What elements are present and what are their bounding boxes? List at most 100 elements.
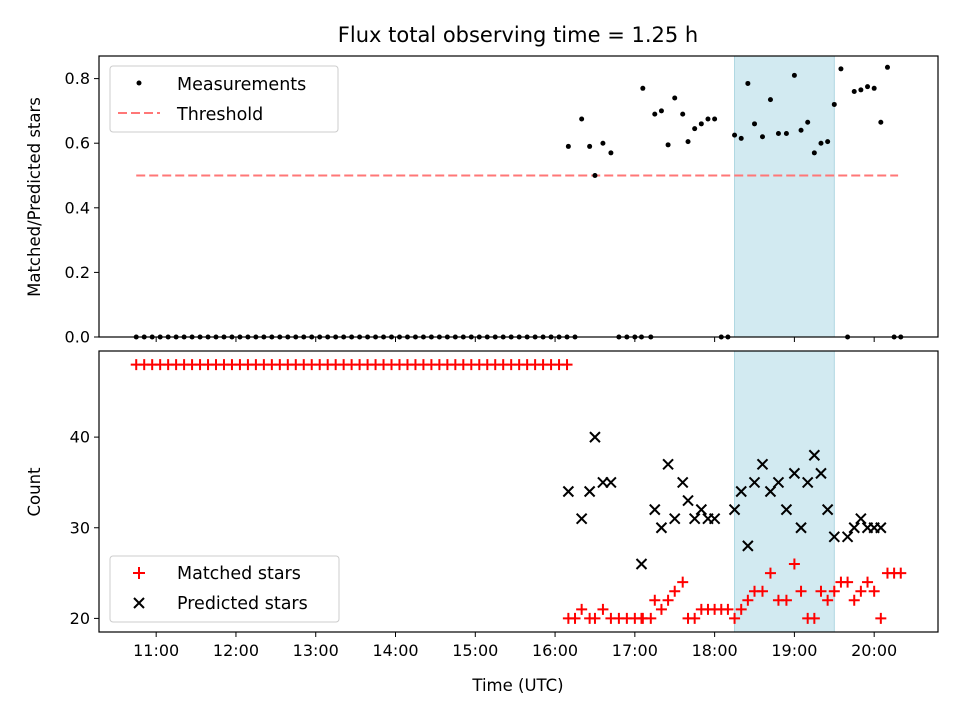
predicted-stars-point: [788, 467, 801, 480]
measurements-point: [775, 131, 781, 137]
measurements-point: [884, 64, 890, 70]
measurements-point: [811, 150, 817, 156]
predicted-stars-point: [688, 512, 701, 525]
predicted-stars-point: [635, 558, 648, 570]
matched-stars-point: [722, 603, 734, 615]
measurements-point: [692, 126, 698, 132]
predicted-stars-point: [605, 476, 617, 489]
bottom-legend-box: [109, 555, 340, 623]
x-tick-label: 12:00: [213, 641, 259, 660]
top-panel: 0.0 0.2 0.4 0.6 0.8: [65, 55, 939, 347]
predicted-stars-point: [756, 458, 769, 471]
matched-stars-point: [848, 594, 860, 606]
matched-stars-point: [855, 585, 867, 597]
predicted-stars-point: [828, 531, 840, 543]
predicted-stars-point: [808, 449, 821, 461]
matched-stars-point: [655, 603, 667, 615]
x-axis-label: Time (UTC): [471, 676, 563, 695]
measurements-point: [818, 140, 824, 146]
x-tick-label: 20:00: [851, 641, 897, 660]
legend-matched-stars-label: Matched stars: [177, 564, 301, 584]
bottom-y-tick-label: 20: [70, 609, 90, 628]
top-y-tick-label: 0.8: [65, 69, 90, 88]
matched-stars-point: [649, 594, 661, 606]
legend-predicted-stars-marker: [133, 597, 145, 609]
measurements-point: [698, 121, 704, 127]
measurements-point: [587, 143, 593, 149]
predicted-stars-point: [801, 476, 814, 489]
measurements-point: [783, 131, 789, 137]
matched-stars-point: [689, 612, 701, 624]
top-axes-frame: [98, 55, 939, 338]
measurements-point: [871, 85, 877, 91]
measurements-point: [658, 108, 664, 114]
top-y-axis-label: Matched/Predicted stars: [25, 97, 44, 297]
measurements-point: [680, 111, 686, 117]
legend-measurements-label: Measurements: [177, 75, 306, 95]
predicted-stars-point: [735, 485, 747, 498]
matched-stars-point: [576, 603, 588, 615]
measurements-point: [752, 121, 758, 127]
predicted-stars-point: [764, 485, 777, 498]
x-tick-label: 17:00: [612, 641, 658, 660]
predicted-stars-point: [780, 503, 793, 516]
x-tick-label: 14:00: [372, 641, 418, 660]
legend-measurements-marker: [136, 80, 142, 86]
measurements-point: [705, 116, 711, 122]
x-tick-label: 11:00: [133, 641, 179, 660]
matched-stars-point: [677, 576, 689, 588]
top-y-tick-label: 0.0: [65, 328, 90, 347]
x-tick-label: 15:00: [452, 641, 498, 660]
measurements-point: [738, 135, 744, 141]
matched-stars-point: [842, 576, 854, 588]
matched-stars-point: [645, 612, 657, 624]
matched-stars-point: [795, 585, 807, 597]
bottom-axes-frame: [98, 350, 939, 633]
measurements-point: [831, 101, 837, 107]
predicted-stars-point: [669, 512, 681, 525]
predicted-stars-point: [677, 476, 689, 489]
measurements-point: [600, 140, 606, 146]
top-y-tick-label: 0.2: [65, 263, 90, 282]
matched-stars-point: [788, 558, 800, 570]
predicted-stars-point: [655, 522, 668, 534]
measurements-point: [759, 134, 765, 140]
predicted-stars-point: [662, 458, 674, 471]
x-tick-label: 19:00: [771, 641, 817, 660]
measurements-point: [858, 87, 864, 93]
predicted-stars-point: [583, 485, 596, 498]
measurements-point: [712, 116, 718, 122]
measurements-point: [767, 97, 773, 103]
predicted-stars-point: [649, 503, 661, 516]
top-legend: Measurements Threshold: [109, 65, 339, 133]
predicted-stars-point: [795, 522, 807, 534]
matched-stars-point: [808, 612, 820, 624]
matched-stars-point: [669, 585, 681, 597]
top-chart-title: Flux total observing time = 1.25 h: [338, 23, 698, 47]
bottom-highlight-span: [734, 350, 835, 633]
measurements-point: [745, 80, 751, 86]
matched-stars-point: [828, 585, 840, 597]
measurements-point: [838, 66, 844, 72]
legend-matched-stars-marker: [133, 567, 145, 579]
matched-stars-point: [868, 585, 880, 597]
bottom-panel: 20 30 40 11:00 12:00 13:00 14:00 15:00 16:00 17:0…: [70, 350, 939, 660]
predicted-stars-point: [841, 531, 854, 543]
predicted-stars-point: [748, 476, 761, 489]
predicted-stars-point: [742, 540, 754, 552]
measurements-point: [825, 139, 831, 145]
matched-stars-point: [589, 612, 601, 624]
bottom-legend: Matched stars Predicted stars: [109, 555, 340, 623]
matched-stars-point: [764, 567, 776, 579]
measurements-point: [685, 139, 691, 145]
matched-stars-point: [756, 585, 768, 597]
predicted-stars-point: [728, 503, 741, 516]
predicted-stars-point: [875, 522, 887, 534]
matched-stars-point: [742, 594, 754, 606]
predicted-stars-point: [575, 512, 588, 525]
matched-stars-point: [735, 603, 747, 615]
matched-stars-point: [729, 612, 741, 624]
legend-predicted-stars-label: Predicted stars: [177, 594, 308, 614]
measurements-point: [652, 111, 658, 117]
